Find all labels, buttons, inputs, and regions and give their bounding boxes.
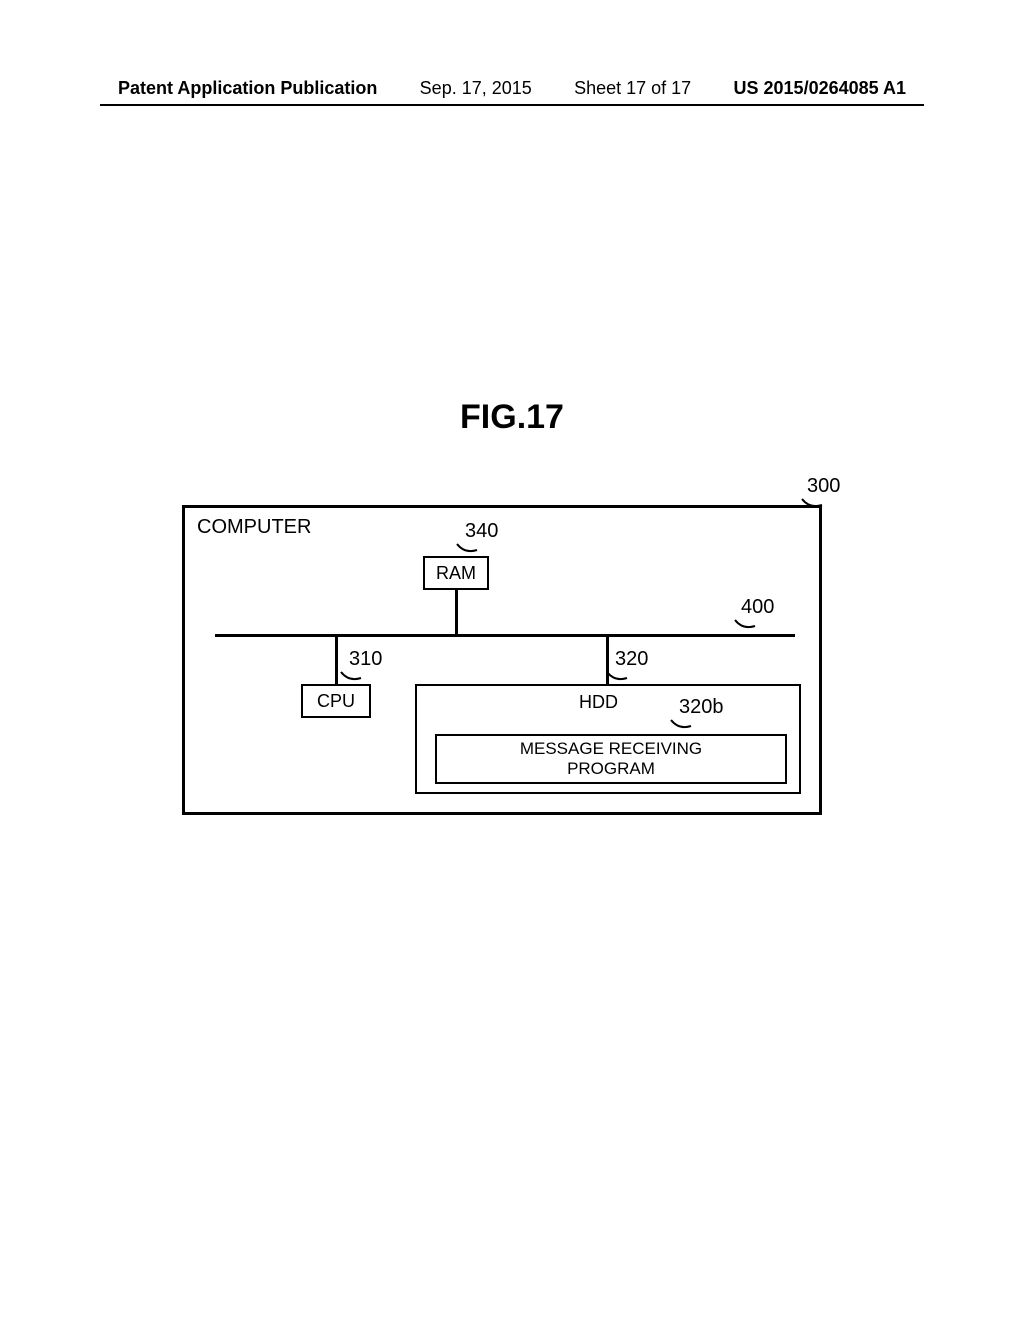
ref-340-hook xyxy=(455,542,475,556)
bus-line xyxy=(215,634,795,637)
page-header: Patent Application Publication Sep. 17, … xyxy=(0,78,1024,99)
ram-block: RAM xyxy=(423,556,489,590)
ref-400-label: 400 xyxy=(741,596,774,619)
ref-310-hook xyxy=(339,670,359,684)
ref-310-label: 310 xyxy=(349,648,382,671)
computer-outer-box: COMPUTER 340 RAM 400 310 CPU 320 xyxy=(182,505,822,815)
ref-320b-label: 320b xyxy=(679,696,724,719)
page: Patent Application Publication Sep. 17, … xyxy=(0,0,1024,1320)
cpu-block: CPU xyxy=(301,684,371,718)
connector-hdd-bus xyxy=(606,634,609,684)
ref-320b-hook xyxy=(669,718,689,732)
ref-300-label: 300 xyxy=(807,475,840,498)
block-diagram: 300 COMPUTER 340 RAM 400 310 xyxy=(182,505,822,815)
header-sheet: Sheet 17 of 17 xyxy=(574,78,691,99)
header-date: Sep. 17, 2015 xyxy=(420,78,532,99)
header-docnum: US 2015/0264085 A1 xyxy=(734,78,906,99)
ref-340-label: 340 xyxy=(465,520,498,543)
figure-title: FIG.17 xyxy=(0,398,1024,437)
connector-cpu-bus xyxy=(335,634,338,684)
hdd-block: HDD 320b MESSAGE RECEIVINGPROGRAM xyxy=(415,684,801,794)
program-label: MESSAGE RECEIVINGPROGRAM xyxy=(520,739,702,778)
ref-400-hook xyxy=(733,618,753,632)
ram-label: RAM xyxy=(436,563,476,584)
computer-label: COMPUTER xyxy=(197,516,311,539)
header-rule xyxy=(100,104,924,106)
hdd-label: HDD xyxy=(579,692,618,713)
connector-ram-bus xyxy=(455,590,458,634)
program-block: MESSAGE RECEIVINGPROGRAM xyxy=(435,734,787,784)
ref-320-label: 320 xyxy=(615,648,648,671)
header-publication: Patent Application Publication xyxy=(118,78,377,99)
cpu-label: CPU xyxy=(317,691,355,712)
